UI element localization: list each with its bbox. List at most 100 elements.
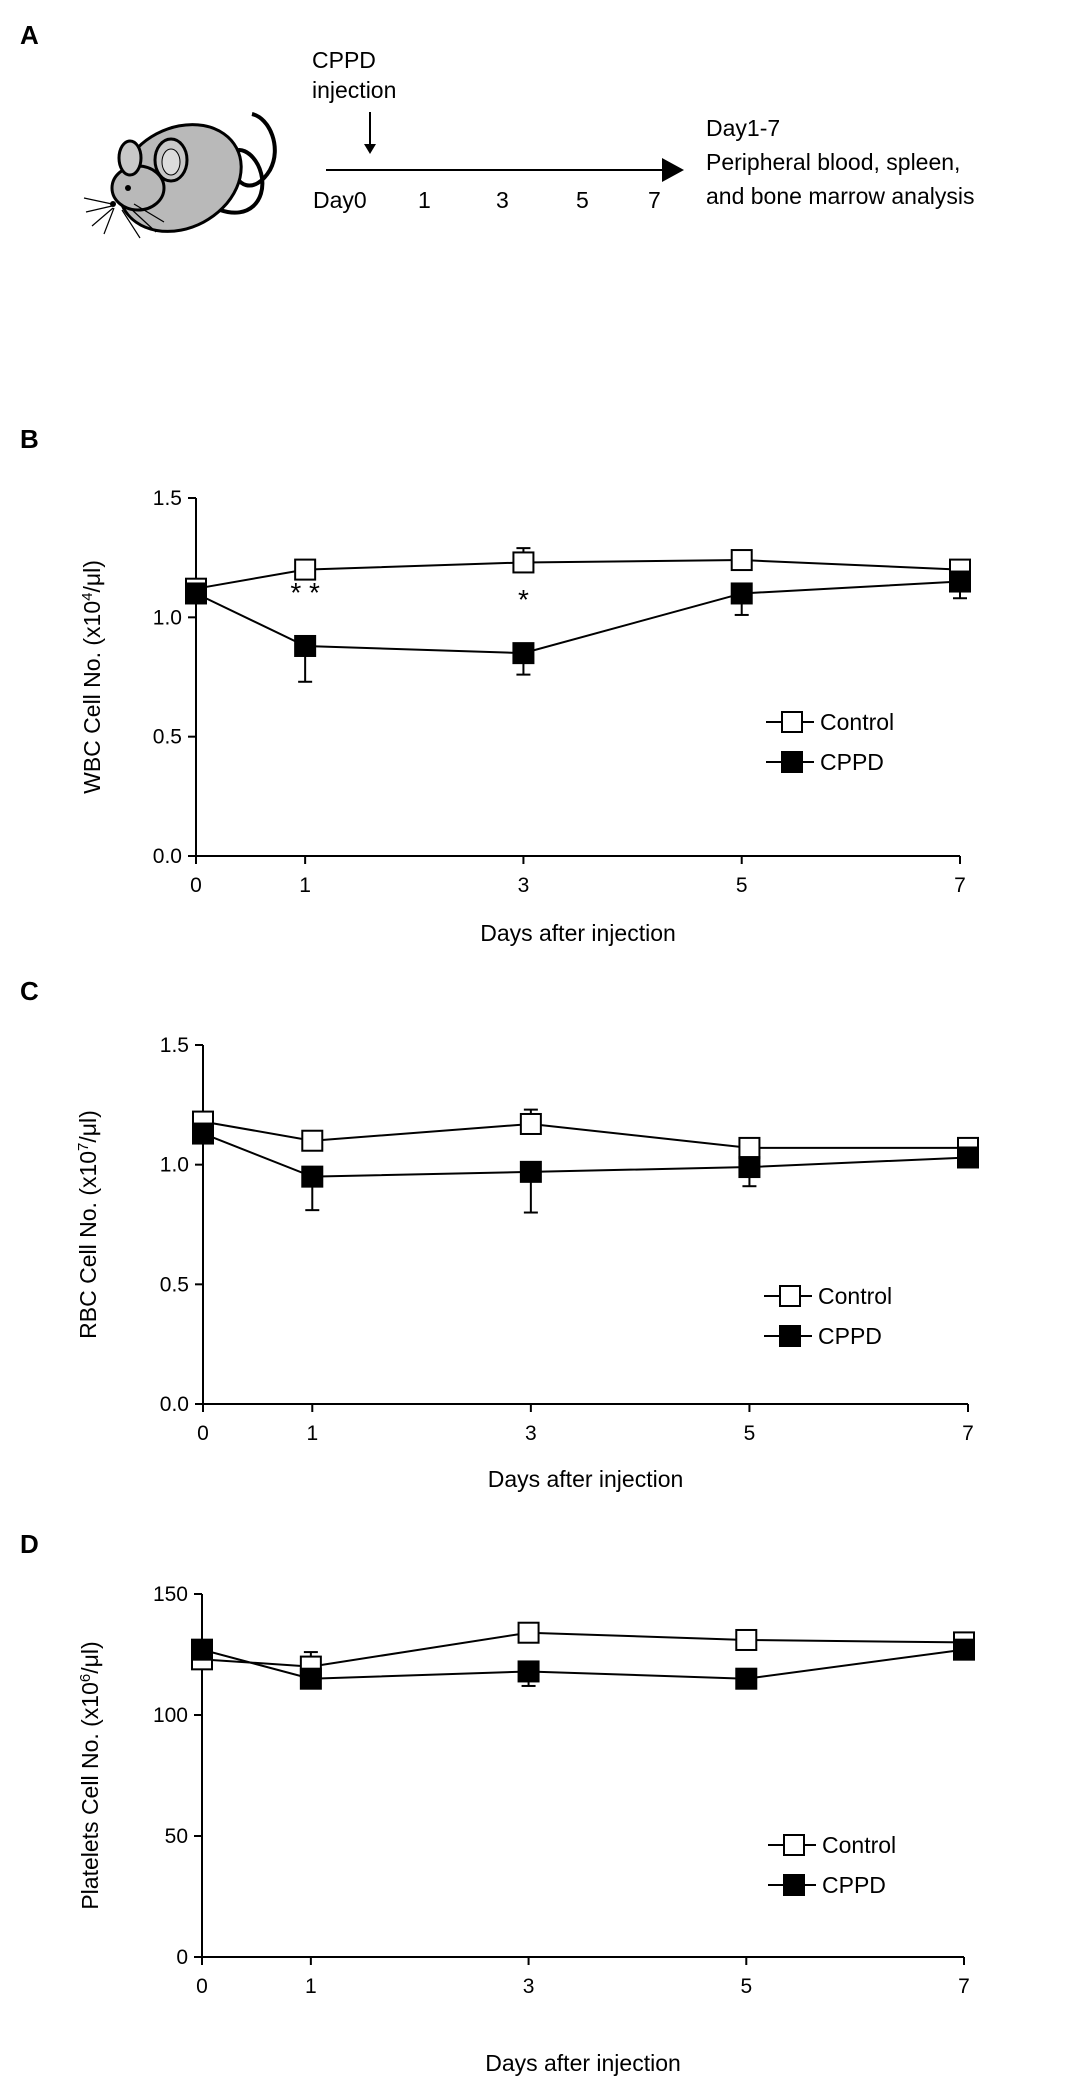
legend-marker-cppd (779, 1325, 801, 1347)
y-axis-title: Platelets Cell No. (x106/μl) (77, 1641, 104, 1909)
x-axis-title: Days after injection (485, 2050, 681, 2076)
significance-annotation: * * (290, 577, 320, 608)
y-tick-label: 0.0 (160, 1393, 189, 1416)
legend-label-cppd: CPPD (818, 1323, 882, 1349)
legend-marker-cppd (781, 751, 803, 773)
data-point-cppd (192, 1122, 214, 1145)
significance-annotation: * (518, 584, 529, 615)
x-axis-title: Days after injection (488, 1466, 684, 1492)
x-axis-title: Days after injection (480, 920, 676, 946)
legend-label-cppd: CPPD (820, 749, 884, 775)
x-tick-label: 5 (740, 1975, 752, 1998)
data-point-cppd (738, 1156, 761, 1179)
legend-label-control: Control (822, 1832, 896, 1858)
y-axis-title: RBC Cell No. (x107/μl) (75, 1110, 102, 1339)
y-axis-title-sup: 6 (77, 1674, 94, 1682)
y-tick-label: 50 (165, 1825, 188, 1848)
legend-marker-cppd (783, 1874, 805, 1896)
data-point-cppd (294, 634, 317, 657)
data-point-cppd (953, 1638, 975, 1661)
x-tick-label: 5 (744, 1422, 756, 1445)
y-axis-title: WBC Cell No. (x104/μl) (79, 560, 106, 794)
legend-label-control: Control (818, 1283, 892, 1309)
timeline-tick-day0: Day0 (313, 187, 367, 213)
y-tick-label: 0.5 (160, 1273, 189, 1296)
y-tick-label: 1.0 (153, 606, 182, 629)
panel-label-b: B (20, 424, 39, 454)
injection-arrow (364, 112, 376, 154)
data-point-control (735, 1628, 758, 1651)
injection-label-line2: injection (312, 77, 396, 103)
y-axis-title-sup: 4 (79, 593, 96, 601)
y-tick-label: 1.5 (153, 487, 182, 510)
panel-label-d: D (20, 1529, 39, 1559)
mouse-icon (83, 112, 277, 239)
y-axis-title-part: /μl) (77, 1641, 103, 1673)
data-point-cppd (949, 570, 971, 593)
x-tick-label: 7 (954, 874, 966, 897)
analysis-line2: Peripheral blood, spleen, (706, 149, 960, 175)
legend-label-cppd: CPPD (822, 1872, 886, 1898)
y-axis-title-part: RBC Cell No. (x10 (75, 1151, 101, 1339)
data-point-control (519, 1112, 542, 1135)
data-point-cppd (519, 1160, 542, 1183)
data-point-cppd (735, 1667, 758, 1690)
data-point-cppd (299, 1667, 322, 1690)
timeline-tick-5: 5 (576, 187, 589, 213)
x-tick-label: 1 (305, 1975, 317, 1998)
legend-marker-control (779, 1285, 801, 1307)
y-axis-title-part: /μl) (75, 1110, 101, 1142)
chart-rbc: C 0.0 0.5 1.0 1.5 0 1 3 5 7 Days after injection RB… (20, 976, 979, 1492)
data-point-control (730, 549, 753, 572)
panel-label-a: A (20, 20, 39, 50)
x-tick-label: 5 (736, 874, 748, 897)
panel-label-c: C (20, 976, 39, 1006)
data-point-cppd (301, 1165, 324, 1188)
analysis-line1: Day1-7 (706, 115, 780, 141)
y-tick-label: 1.0 (160, 1154, 189, 1177)
y-axis-title-part: WBC Cell No. (x10 (79, 601, 105, 794)
x-tick-label: 7 (962, 1422, 974, 1445)
x-tick-label: 0 (190, 874, 202, 897)
data-point-control (738, 1136, 761, 1159)
panel-a: A CPPD injection Day0 1 3 5 (20, 20, 974, 239)
y-tick-label: 150 (153, 1583, 188, 1606)
y-tick-label: 100 (153, 1704, 188, 1727)
y-tick-label: 0 (176, 1946, 188, 1969)
data-point-control (517, 1621, 540, 1644)
analysis-line3: and bone marrow analysis (706, 183, 974, 209)
x-tick-label: 0 (197, 1422, 209, 1445)
data-point-cppd (191, 1638, 213, 1661)
data-point-cppd (730, 582, 753, 605)
y-axis-title-part: /μl) (79, 560, 105, 592)
x-tick-label: 0 (196, 1975, 208, 1998)
y-tick-label: 0.5 (153, 726, 182, 749)
x-tick-label: 1 (299, 874, 311, 897)
data-point-cppd (185, 582, 207, 605)
y-tick-label: 0.0 (153, 845, 182, 868)
data-point-cppd (512, 642, 535, 665)
legend-label-control: Control (820, 709, 894, 735)
data-point-control (512, 551, 535, 574)
data-point-cppd (517, 1660, 540, 1683)
data-point-control (294, 558, 317, 581)
timeline-tick-1: 1 (418, 187, 431, 213)
injection-label-line1: CPPD (312, 47, 376, 73)
data-point-control (301, 1129, 324, 1152)
timeline-arrow (326, 158, 684, 182)
legend-marker-control (781, 711, 803, 733)
timeline-tick-3: 3 (496, 187, 509, 213)
y-axis-title-part: Platelets Cell No. (x10 (77, 1682, 103, 1910)
x-tick-label: 7 (958, 1975, 970, 1998)
x-tick-label: 1 (306, 1422, 318, 1445)
x-tick-label: 3 (523, 1975, 535, 1998)
chart-platelets: D 0 50 100 150 0 1 3 5 7 Days after injection Plate… (20, 1529, 975, 2076)
x-tick-label: 3 (525, 1422, 537, 1445)
data-point-cppd (957, 1146, 979, 1169)
y-axis-title-sup: 7 (75, 1143, 92, 1151)
legend-marker-control (783, 1834, 805, 1856)
chart-wbc: B 0.0 0.5 1.0 1.5 0 1 3 5 7 Days after injection WB… (20, 424, 971, 946)
y-tick-label: 1.5 (160, 1034, 189, 1057)
x-tick-label: 3 (518, 874, 530, 897)
